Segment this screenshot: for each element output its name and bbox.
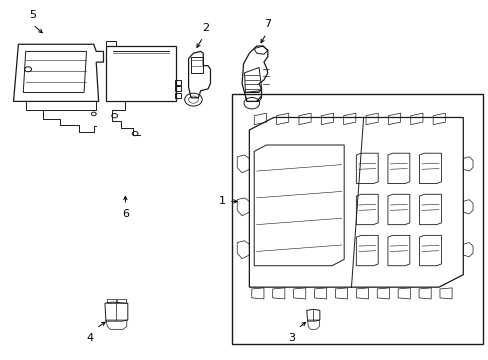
Text: 3: 3 — [288, 333, 295, 342]
Bar — [175, 86, 181, 91]
Bar — [175, 80, 181, 85]
Bar — [232, 94, 482, 344]
Text: 5: 5 — [29, 10, 37, 20]
Text: 4: 4 — [87, 333, 94, 342]
Bar — [106, 46, 176, 102]
Text: 6: 6 — [122, 209, 129, 219]
Text: 7: 7 — [264, 19, 271, 29]
Bar — [175, 93, 181, 98]
Bar — [117, 299, 125, 303]
Text: 2: 2 — [202, 23, 209, 33]
Bar — [107, 299, 116, 303]
Text: 1: 1 — [219, 197, 225, 206]
